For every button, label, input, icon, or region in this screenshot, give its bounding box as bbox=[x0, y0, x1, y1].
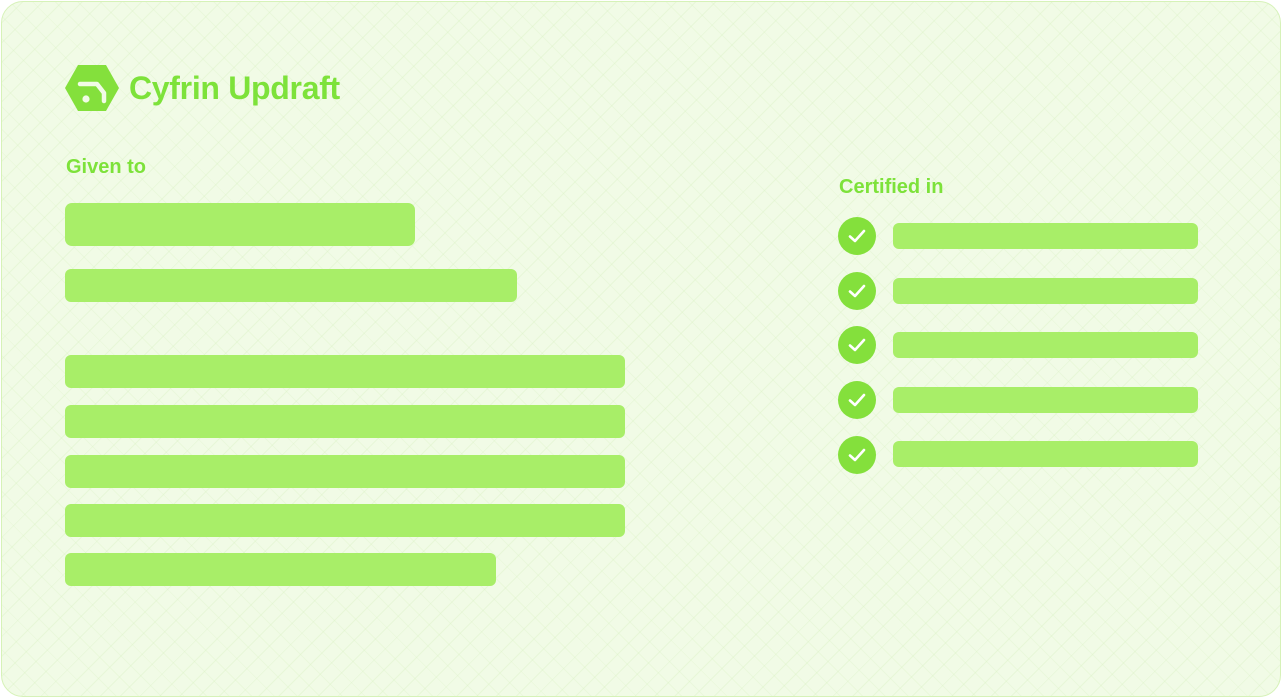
brand-name: Cyfrin Updraft bbox=[129, 70, 340, 106]
cyfrin-logo-icon bbox=[65, 65, 119, 111]
description-line-placeholder bbox=[65, 355, 625, 388]
description-line-placeholder bbox=[65, 504, 625, 537]
certification-name-placeholder bbox=[893, 441, 1198, 467]
given-to-label: Given to bbox=[66, 156, 147, 178]
description-line-placeholder bbox=[65, 455, 625, 488]
check-circle-icon bbox=[838, 326, 876, 364]
certified-in-label: Certified in bbox=[839, 176, 944, 198]
certification-name-placeholder bbox=[893, 278, 1198, 304]
certification-name-placeholder bbox=[893, 332, 1198, 358]
certification-name-placeholder bbox=[893, 223, 1198, 249]
description-line-placeholder bbox=[65, 553, 496, 586]
certification-name-placeholder bbox=[893, 387, 1198, 413]
recipient-name-placeholder bbox=[65, 203, 415, 246]
check-circle-icon bbox=[838, 436, 876, 474]
description-line-placeholder bbox=[65, 405, 625, 438]
recipient-subtitle-placeholder bbox=[65, 269, 517, 302]
check-circle-icon bbox=[838, 272, 876, 310]
brand-header: Cyfrin Updraft bbox=[65, 62, 340, 114]
check-circle-icon bbox=[838, 381, 876, 419]
check-circle-icon bbox=[838, 217, 876, 255]
